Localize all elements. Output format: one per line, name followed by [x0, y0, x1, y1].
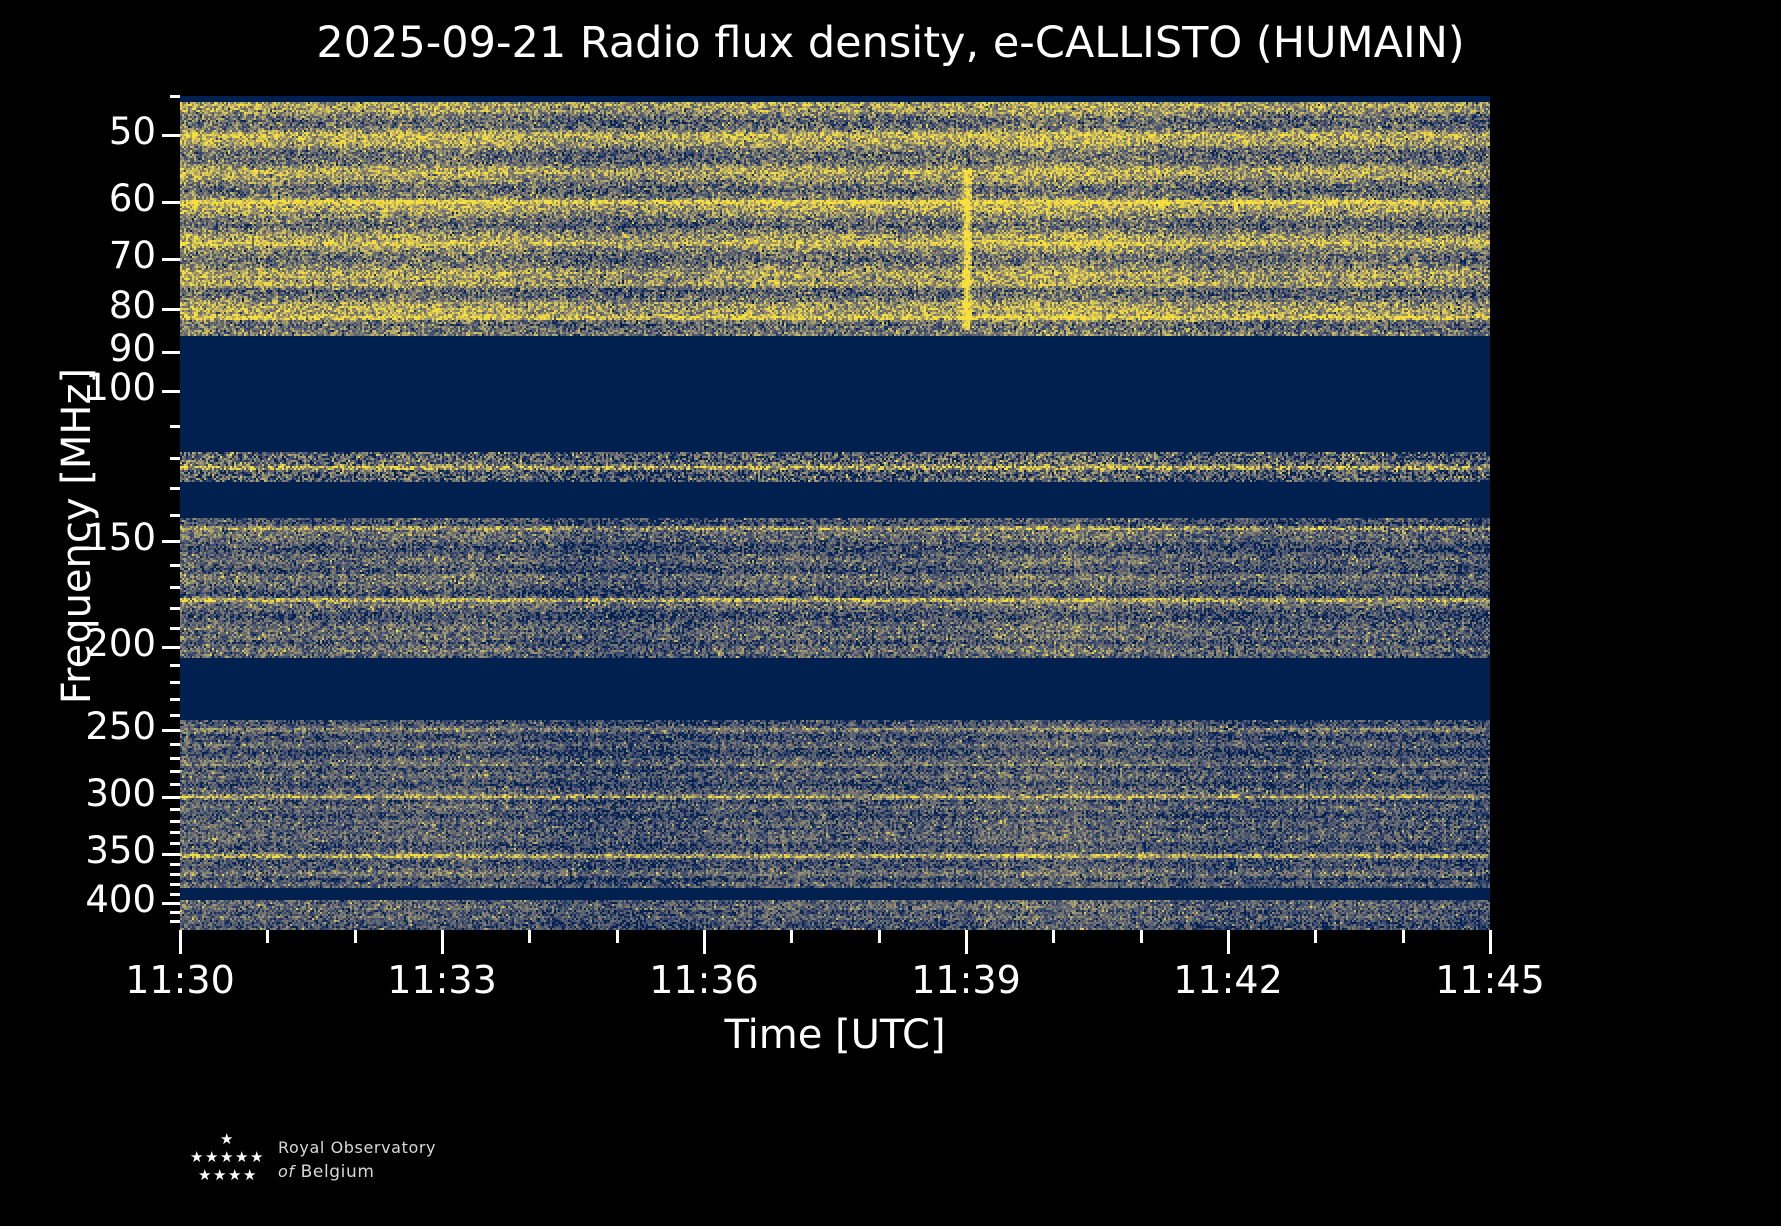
y-tick-350	[162, 852, 180, 856]
x-tick-11-33	[441, 930, 444, 954]
y-axis-label: Frequency [MHz]	[54, 367, 100, 705]
y-minor-tick-190	[170, 627, 180, 631]
y-minor-tick-310	[170, 808, 180, 812]
y-ticklabel-200: 200	[85, 622, 156, 666]
y-tick-150	[162, 539, 180, 543]
x-minor-tick-11-40	[1052, 930, 1056, 943]
star-icon-0-0: ★	[220, 1130, 234, 1148]
x-minor-tick-11-38	[877, 930, 881, 943]
star-icon-1-2: ★	[220, 1148, 234, 1166]
star-icon-1-0: ★	[190, 1148, 204, 1166]
y-ticklabel-350: 350	[85, 828, 156, 872]
x-minor-tick-11-34	[528, 930, 532, 943]
y-ticklabel-250: 250	[85, 704, 156, 748]
x-tick-11-30	[179, 930, 182, 954]
logo-text: Royal Observatory of Belgium	[278, 1138, 478, 1182]
y-tick-400	[162, 902, 180, 906]
x-minor-tick-11-32	[353, 930, 357, 943]
spectrogram-plot-area[interactable]	[180, 96, 1490, 930]
x-tick-11-36	[703, 930, 706, 954]
star-icon-1-3: ★	[235, 1148, 249, 1166]
x-minor-tick-11-35	[615, 930, 619, 943]
y-tick-200	[162, 646, 180, 650]
y-minor-tick-180	[170, 607, 180, 611]
y-minor-tick-230	[170, 697, 180, 701]
x-ticklabel-11-30: 11:30	[125, 958, 235, 1002]
star-icon-2-1: ★	[213, 1166, 227, 1184]
x-ticklabel-11-36: 11:36	[649, 958, 759, 1002]
royal-observatory-logo: ★ ★ ★ ★ ★ ★ ★ ★ ★ ★ Royal Observatory of Belgium	[178, 1130, 478, 1202]
x-ticklabel-11-39: 11:39	[911, 958, 1021, 1002]
y-minor-tick-220	[170, 681, 180, 685]
x-axis-label: Time [UTC]	[724, 1012, 946, 1058]
y-minor-tick-260	[170, 743, 180, 747]
star-icon-2-0: ★	[198, 1166, 212, 1184]
y-ticklabel-50: 50	[108, 109, 156, 153]
y-tick-60	[162, 201, 180, 205]
y-minor-tick-320	[170, 819, 180, 823]
x-ticklabel-11-42: 11:42	[1173, 958, 1283, 1002]
y-minor-tick-420	[170, 920, 180, 924]
y-minor-tick-330	[170, 831, 180, 835]
star-icon-2-3: ★	[243, 1166, 257, 1184]
logo-line-2: of Belgium	[278, 1162, 478, 1182]
stars-icon: ★ ★ ★ ★ ★ ★ ★ ★ ★ ★	[178, 1132, 270, 1194]
y-minor-tick-140	[170, 514, 180, 518]
y-minor-tick-120	[170, 457, 180, 461]
star-icon-1-4: ★	[250, 1148, 264, 1166]
logo-of: of	[278, 1162, 295, 1181]
y-minor-tick-340	[170, 842, 180, 846]
y-ticklabel-150: 150	[85, 515, 156, 559]
y-tick-300	[162, 795, 180, 799]
x-minor-tick-11-44	[1401, 930, 1405, 943]
page-title: 2025-09-21 Radio flux density, e-CALLIST…	[316, 18, 1465, 68]
y-minor-tick-280	[170, 770, 180, 774]
y-minor-tick-290	[170, 783, 180, 787]
y-minor-tick-130	[170, 486, 180, 490]
spectrogram-image	[180, 96, 1490, 930]
logo-line-1: Royal Observatory	[278, 1138, 437, 1157]
y-minor-tick-210	[170, 664, 180, 668]
x-minor-tick-11-43	[1314, 930, 1318, 943]
y-tick-250	[162, 728, 180, 732]
y-ticklabel-100: 100	[85, 366, 156, 410]
y-minor-tick-360	[170, 863, 180, 867]
x-ticklabel-11-45: 11:45	[1435, 958, 1545, 1002]
y-tick-70	[162, 258, 180, 262]
y-minor-tick-170	[170, 586, 180, 590]
x-tick-11-39	[965, 930, 968, 954]
y-ticklabel-400: 400	[85, 878, 156, 922]
y-minor-tick-160	[170, 563, 180, 567]
y-tick-100	[162, 390, 180, 394]
y-ticklabel-300: 300	[85, 771, 156, 815]
y-ticklabel-80: 80	[108, 283, 156, 327]
x-tick-11-45	[1489, 930, 1492, 954]
y-minor-tick-240	[170, 713, 180, 717]
x-tick-11-42	[1227, 930, 1230, 954]
logo-belgium: Belgium	[300, 1162, 375, 1182]
y-minor-tick-110	[170, 425, 180, 429]
y-minor-tick-390	[170, 892, 180, 896]
star-icon-1-1: ★	[205, 1148, 219, 1166]
y-tick-90	[162, 351, 180, 355]
x-ticklabel-11-33: 11:33	[387, 958, 497, 1002]
y-minor-tick-410	[170, 911, 180, 915]
x-minor-tick-11-31	[266, 930, 270, 943]
y-ticklabel-60: 60	[108, 177, 156, 221]
star-icon-2-2: ★	[228, 1166, 242, 1184]
x-minor-tick-11-41	[1139, 930, 1143, 943]
y-minor-tick-370	[170, 873, 180, 877]
y-tick-80	[162, 307, 180, 311]
y-ticklabel-70: 70	[108, 234, 156, 278]
y-minor-tick-45	[170, 95, 180, 98]
y-tick-50	[162, 133, 180, 137]
y-ticklabel-90: 90	[108, 327, 156, 371]
y-minor-tick-270	[170, 757, 180, 761]
x-minor-tick-11-37	[790, 930, 794, 943]
y-minor-tick-380	[170, 883, 180, 887]
